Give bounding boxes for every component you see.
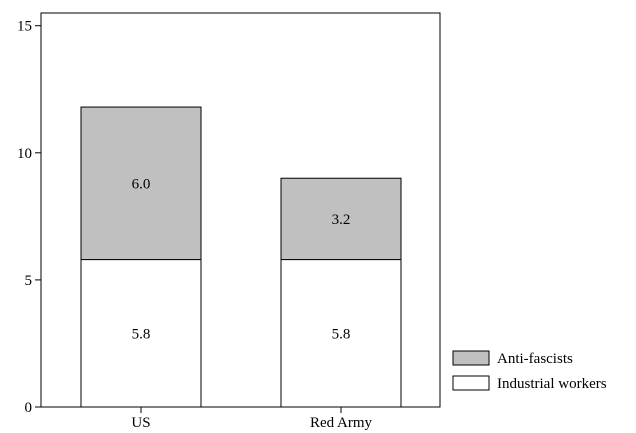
bar-segment-anti-fascists-0: [80, 106, 202, 261]
y-tick-label: 0: [25, 400, 33, 416]
x-tick-label: US: [131, 415, 150, 431]
data-label: 6.0: [132, 176, 151, 192]
data-label: 5.8: [132, 326, 151, 342]
bar-segment-anti-fascists-1: [280, 177, 402, 261]
legend: Anti-fascists Industrial workers: [452, 350, 607, 392]
y-tick-label: 10: [17, 146, 32, 162]
y-tick-label: 15: [17, 19, 32, 35]
y-axis: 0 5 10 15: [17, 19, 41, 416]
legend-swatch: [452, 350, 490, 366]
y-tick-label: 5: [25, 273, 33, 289]
plot-frame: [40, 12, 441, 408]
legend-swatch: [452, 375, 490, 391]
data-label: 3.2: [332, 212, 351, 228]
data-label: 5.8: [332, 326, 351, 342]
x-tick-label: Red Army: [310, 415, 373, 431]
legend-label: Industrial workers: [497, 376, 607, 392]
legend-label: Anti-fascists: [497, 351, 573, 367]
x-axis: US Red Army: [131, 407, 373, 431]
bar-segment-industrial-workers-0: [80, 259, 202, 408]
bars-group: 5.8 6.0 5.8 3.2: [80, 106, 402, 408]
